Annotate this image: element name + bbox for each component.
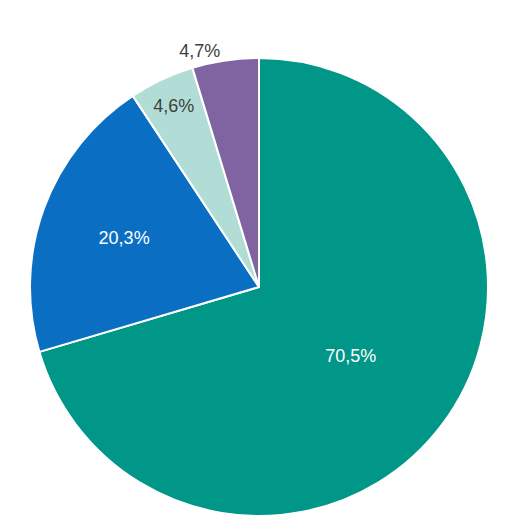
- svg-text:20,3%: 20,3%: [99, 228, 150, 248]
- svg-text:4,7%: 4,7%: [179, 41, 220, 61]
- svg-text:70,5%: 70,5%: [325, 346, 376, 366]
- svg-text:4,6%: 4,6%: [153, 96, 194, 116]
